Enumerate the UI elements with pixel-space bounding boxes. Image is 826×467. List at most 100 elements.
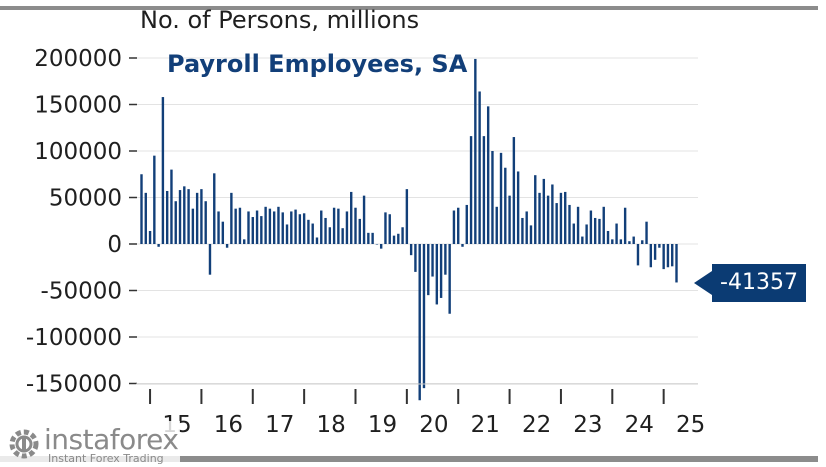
bar — [615, 223, 618, 244]
bar — [662, 244, 665, 270]
bar — [272, 211, 276, 244]
bar — [247, 211, 250, 244]
x-tick-label: 20 — [419, 412, 448, 438]
bar — [204, 201, 207, 244]
watermark-logo: instaforex Instant Forex Trading — [0, 421, 180, 467]
bar — [422, 244, 426, 389]
bar — [405, 189, 409, 244]
bar — [315, 237, 319, 244]
bar — [444, 244, 447, 275]
bar — [431, 244, 434, 277]
bar — [298, 214, 302, 244]
bar — [277, 206, 280, 244]
bar — [225, 244, 229, 248]
bar — [392, 235, 396, 244]
bar — [461, 244, 464, 247]
bar — [174, 201, 177, 244]
bar — [362, 195, 366, 244]
bar — [619, 239, 623, 244]
chart-title: Payroll Employees, SA — [167, 50, 468, 78]
bar — [598, 218, 601, 244]
last-value-callout: -41357 — [712, 264, 806, 302]
bar — [350, 191, 353, 244]
bar — [418, 244, 421, 401]
gear-icon — [9, 429, 39, 459]
bar — [375, 244, 379, 245]
y-tick-label: 100000 — [34, 139, 122, 165]
bar — [140, 174, 143, 244]
bar — [495, 206, 498, 244]
bar — [358, 218, 361, 244]
bar — [551, 184, 554, 244]
y-tick-label: -50000 — [41, 279, 122, 305]
bar — [255, 210, 259, 244]
bar — [645, 221, 648, 244]
x-tick-label: 25 — [676, 412, 705, 438]
bar — [191, 208, 195, 244]
bar — [525, 211, 528, 244]
bar — [474, 58, 477, 245]
bar — [324, 217, 327, 244]
bar — [208, 244, 212, 275]
bar — [589, 210, 593, 244]
bar — [482, 136, 486, 244]
callout-arrow — [694, 271, 712, 295]
bar — [170, 169, 173, 244]
bar — [516, 171, 520, 244]
bar — [538, 192, 541, 244]
bar — [379, 244, 383, 249]
bar — [221, 221, 225, 244]
x-tick-label: 24 — [625, 412, 654, 438]
bar — [251, 217, 254, 244]
bar — [486, 106, 490, 244]
bar — [320, 210, 323, 244]
bar — [281, 212, 284, 244]
y-tick-label: 0 — [107, 232, 122, 258]
bar — [658, 244, 661, 248]
bar — [641, 240, 644, 244]
bar — [457, 207, 460, 244]
bar — [243, 239, 246, 244]
x-tick-label: 23 — [573, 412, 602, 438]
bar — [636, 244, 640, 266]
bar — [593, 217, 597, 244]
bar — [260, 216, 263, 244]
y-tick-label: 200000 — [34, 46, 122, 72]
x-tick-label: 17 — [265, 412, 294, 438]
bar — [546, 195, 550, 244]
bar — [611, 239, 614, 244]
bar — [157, 244, 160, 247]
bar — [529, 225, 533, 244]
bar — [268, 208, 272, 244]
y-tick-label: 150000 — [34, 93, 122, 119]
bar — [632, 236, 635, 244]
bottom-rule — [0, 456, 818, 462]
bar — [572, 223, 575, 244]
bar — [653, 244, 657, 260]
bar — [409, 244, 413, 256]
bar — [337, 208, 340, 244]
bar — [491, 151, 494, 244]
bar — [499, 152, 503, 244]
bar — [623, 207, 627, 244]
bar — [568, 204, 571, 244]
bar — [671, 244, 674, 267]
bar — [264, 206, 267, 244]
bar — [328, 227, 332, 244]
watermark-tagline: Instant Forex Trading — [48, 452, 164, 465]
bar — [606, 230, 610, 244]
bar — [367, 232, 370, 244]
x-tick-label: 21 — [471, 412, 500, 438]
bar — [217, 211, 220, 244]
bar — [371, 232, 374, 244]
y-axis: 200000 150000 100000 50000 0 -50000 -100000 -15… — [26, 46, 137, 398]
bar — [448, 244, 451, 314]
bar — [508, 195, 511, 244]
bar — [564, 191, 567, 244]
gridlines — [136, 57, 698, 384]
bar — [230, 192, 233, 244]
bar — [435, 244, 439, 305]
bar — [521, 217, 524, 244]
bar — [341, 228, 344, 244]
bar — [602, 206, 605, 244]
